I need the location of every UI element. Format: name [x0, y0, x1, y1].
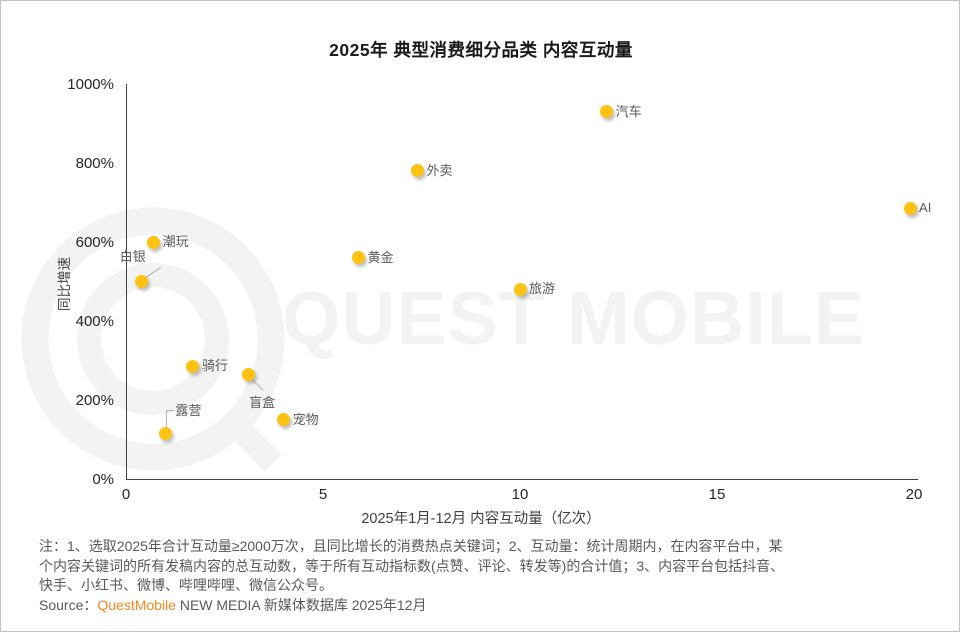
note-line-2: 个内容关键词的所有发稿内容的总互动数，等于所有互动指标数(点赞、评论、转发等)的… — [39, 557, 785, 574]
point-label-宠物: 宠物 — [292, 411, 319, 427]
data-point-黄金 — [351, 251, 365, 265]
point-label-露营: 露营 — [175, 402, 202, 418]
y-tick-label: 600% — [75, 234, 114, 251]
source-prefix: Source： — [39, 596, 98, 613]
data-point-骑行 — [186, 359, 200, 373]
point-label-骑行: 骑行 — [201, 358, 228, 374]
data-point-白银 — [135, 275, 149, 288]
data-point-AI — [903, 201, 917, 215]
data-point-汽车 — [600, 105, 614, 119]
x-tick-label: 0 — [121, 486, 131, 503]
page-title: 2025年 典型消费细分品类 内容互动量 — [329, 40, 633, 60]
point-label-外卖: 外卖 — [426, 162, 453, 178]
y-tick-label: 400% — [75, 313, 114, 330]
point-label-潮玩: 潮玩 — [162, 234, 189, 249]
point-label-黄金: 黄金 — [367, 249, 394, 265]
footnotes: 注：1、选取2025年合计互动量≥2000万次，且同比增长的消费热点关键词；2、… — [39, 537, 939, 615]
y-tick-label: 200% — [75, 392, 114, 409]
data-point-露营 — [158, 427, 172, 441]
point-label-汽车: 汽车 — [615, 103, 642, 119]
point-label-盲盒: 盲盒 — [249, 395, 276, 411]
data-point-潮玩 — [147, 235, 161, 249]
data-point-宠物 — [277, 413, 291, 427]
point-label-白银: 白银 — [119, 248, 146, 264]
source-brand: QuestMobile — [97, 596, 176, 613]
data-point-旅游 — [513, 282, 527, 296]
y-tick-label: 800% — [75, 155, 114, 172]
x-tick-label: 10 — [511, 486, 529, 503]
source-line: Source：QuestMobile NEW MEDIA 新媒体数据库 2025… — [39, 596, 939, 616]
x-tick-label: 20 — [905, 486, 923, 503]
y-tick-label: 1000% — [67, 76, 114, 93]
x-tick-label: 15 — [708, 486, 726, 503]
note-line-3: 快手、小红书、微博、哔哩哔哩、微信公众号。 — [39, 577, 333, 593]
x-axis-line — [126, 479, 918, 480]
data-point-外卖 — [411, 164, 425, 178]
point-label-旅游: 旅游 — [529, 281, 556, 297]
y-axis-line — [126, 84, 127, 479]
y-tick-label: 0% — [92, 471, 114, 488]
x-tick-label: 5 — [318, 486, 328, 503]
source-rest: NEW MEDIA 新媒体数据库 2025年12月 — [175, 596, 427, 613]
point-label-AI: AI — [919, 200, 932, 216]
watermark-text: QUEST MOBILE — [282, 276, 865, 360]
x-axis-title: 2025年1月-12月 内容互动量（亿次） — [361, 511, 601, 527]
data-point-盲盒 — [241, 367, 255, 381]
note-line-1: 注：1、选取2025年合计互动量≥2000万次，且同比增长的消费热点关键词；2、… — [39, 538, 783, 554]
